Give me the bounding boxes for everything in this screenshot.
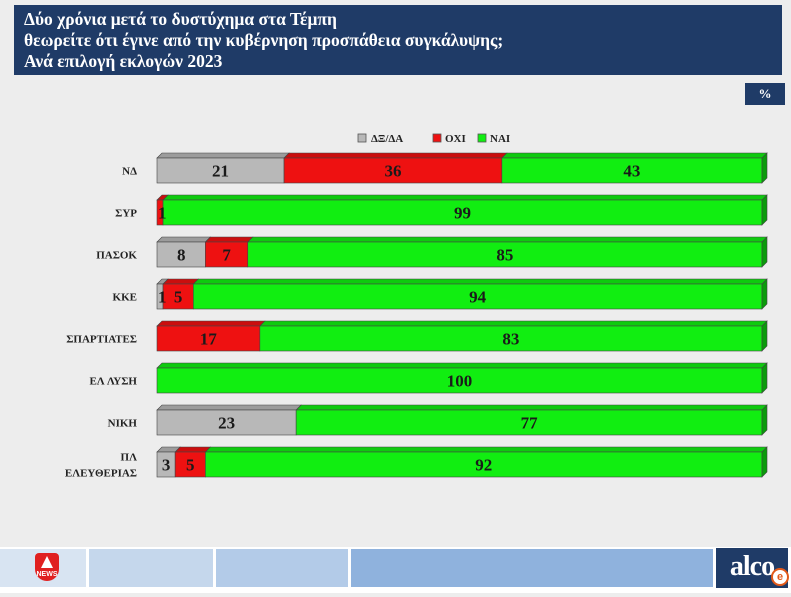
bar-segment-top xyxy=(283,152,508,159)
bar-segment-top xyxy=(156,362,768,369)
bar-segment xyxy=(205,451,763,478)
data-label: 83 xyxy=(502,330,519,349)
title-line-2: θεωρείτε ότι έγινε από την κυβέρνηση προ… xyxy=(24,30,504,50)
footer-block-3 xyxy=(216,549,348,587)
category-label: ΣΠΑΡΤΙΑΤΕΣ xyxy=(66,334,137,346)
category-label: ΕΛΕΥΘΕΡΙΑΣ xyxy=(65,468,137,480)
bar-side-face xyxy=(761,152,768,184)
bar-segment xyxy=(156,325,261,352)
category-label: ΚΚΕ xyxy=(113,292,137,304)
bar-segment xyxy=(205,241,249,268)
data-label: 17 xyxy=(200,330,218,349)
bar-segment xyxy=(156,241,206,268)
bar-side-face xyxy=(761,236,768,268)
data-label: 5 xyxy=(174,288,183,307)
bar-segment-top xyxy=(162,278,200,285)
legend-swatch xyxy=(432,133,442,143)
bar-side-face xyxy=(761,446,768,478)
legend-swatch xyxy=(357,133,367,143)
footer-block-4 xyxy=(351,549,713,587)
footer-block-2 xyxy=(89,549,213,587)
bar-side-face xyxy=(761,404,768,436)
bar-segment-top xyxy=(295,404,768,411)
data-label: 21 xyxy=(212,162,229,181)
bar-segment-top xyxy=(204,236,254,243)
category-label: ΝΔ xyxy=(122,166,137,178)
bar-segment xyxy=(295,409,763,436)
data-label: 85 xyxy=(496,246,513,265)
bar-segment-top xyxy=(156,152,290,159)
bar-segment-top xyxy=(192,278,768,285)
bar-segment xyxy=(247,241,763,268)
data-label: 23 xyxy=(218,414,235,433)
data-label: 7 xyxy=(222,246,231,265)
alco-badge-icon: e xyxy=(771,568,789,586)
bar-segment xyxy=(156,157,285,184)
data-label: 8 xyxy=(177,246,186,265)
chart-title: Δύο χρόνια μετά το δυστύχημα στα Τέμπη θ… xyxy=(14,5,782,75)
bar-segment-top xyxy=(204,446,768,453)
data-label: 5 xyxy=(186,456,195,475)
legend-label: ΝΑΙ xyxy=(490,133,510,145)
bar-side-face xyxy=(761,320,768,352)
data-label: 1 xyxy=(158,288,167,307)
bar-segment xyxy=(162,283,194,310)
bar-segment-top xyxy=(156,404,302,411)
category-label: ΝΙΚΗ xyxy=(108,418,138,430)
bar-segment-top xyxy=(162,194,768,201)
title-line-1: Δύο χρόνια μετά το δυστύχημα στα Τέμπη xyxy=(24,9,337,29)
bar-side-face xyxy=(761,278,768,310)
bar-segment-top xyxy=(501,152,768,159)
bar-segment xyxy=(156,409,297,436)
data-label: 94 xyxy=(469,288,487,307)
percent-unit-badge: % xyxy=(745,83,785,105)
bar-segment-top xyxy=(156,236,212,243)
bar-segment xyxy=(259,325,763,352)
data-label: 43 xyxy=(623,162,640,181)
bar-segment xyxy=(501,157,763,184)
bar-segment xyxy=(162,199,763,226)
bar-segment xyxy=(283,157,503,184)
legend-swatch xyxy=(477,133,487,143)
bar-segment-top xyxy=(259,320,768,327)
data-label: 36 xyxy=(384,162,401,181)
news-logo-icon: NEWS xyxy=(35,553,59,581)
data-label: 99 xyxy=(454,204,471,223)
footer-strip xyxy=(0,547,791,593)
bar-segment xyxy=(193,283,763,310)
legend-label: ΟΧΙ xyxy=(445,133,466,145)
category-label: ΠΛ xyxy=(121,452,138,464)
category-label: ΣΥΡ xyxy=(115,208,137,220)
category-label: ΠΑΣΟΚ xyxy=(96,250,137,262)
bar-side-face xyxy=(761,362,768,394)
data-label: 1 xyxy=(158,204,167,223)
category-label: ΕΛ ΛΥΣΗ xyxy=(89,376,137,388)
data-label: 100 xyxy=(447,372,473,391)
bar-segment xyxy=(156,367,763,394)
bar-segment-top xyxy=(247,236,768,243)
bar-segment-top xyxy=(174,446,212,453)
data-label: 77 xyxy=(521,414,539,433)
data-label: 3 xyxy=(162,456,171,475)
bar-side-face xyxy=(761,194,768,226)
bar-segment xyxy=(174,451,206,478)
title-line-3: Ανά επιλογή εκλογών 2023 xyxy=(24,51,223,71)
bar-segment-top xyxy=(156,320,266,327)
legend-label: ΔΞ/ΔΑ xyxy=(371,133,403,145)
data-label: 92 xyxy=(475,456,492,475)
